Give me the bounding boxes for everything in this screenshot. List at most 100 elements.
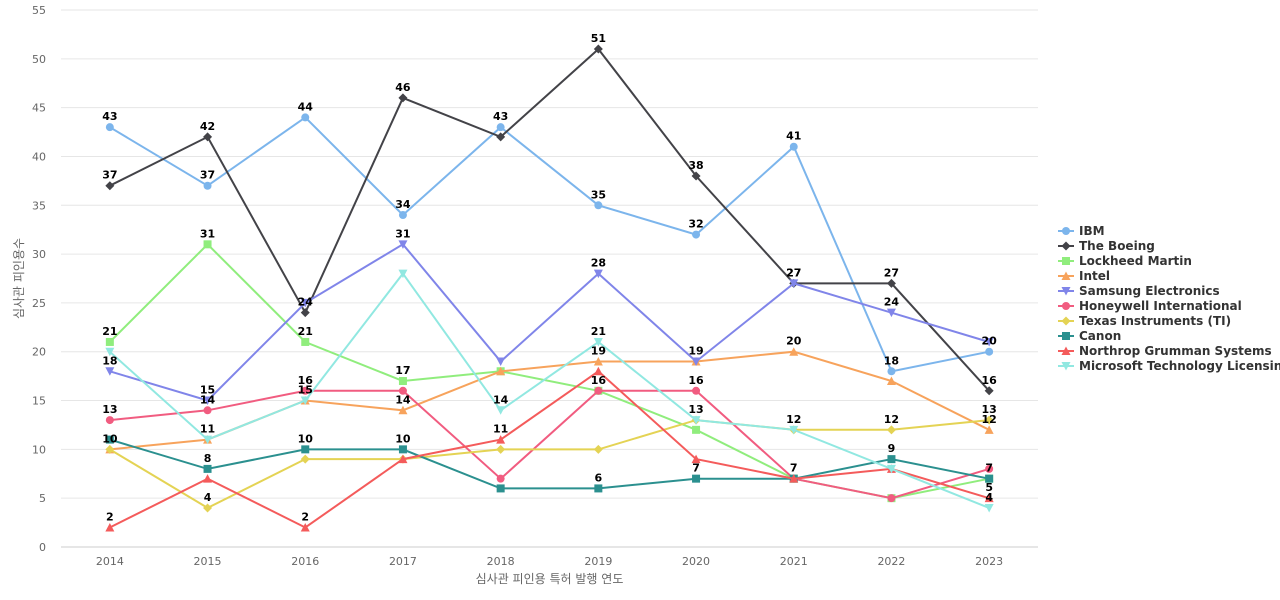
legend-label-microsoft-technology-licensing: Microsoft Technology Licensing	[1079, 359, 1280, 373]
data-point-canon	[985, 474, 994, 483]
data-point-northrop-grumman-systems	[398, 454, 408, 464]
data-label-intel: 10	[102, 432, 118, 445]
data-label-northrop-grumman-systems: 2	[106, 510, 114, 523]
legend-item-the-boeing[interactable]: The Boeing	[1058, 239, 1155, 253]
data-label-samsung-electronics: 15	[200, 384, 215, 397]
y-tick-label: 55	[32, 4, 46, 17]
data-label-intel: 15	[298, 384, 313, 397]
data-point-ibm	[789, 142, 798, 151]
data-point-northrop-grumman-systems	[691, 454, 701, 464]
data-point-honeywell-international	[887, 494, 896, 503]
series-line-texas-instruments-ti	[109, 419, 990, 510]
legend-item-ibm[interactable]: IBM	[1058, 224, 1105, 238]
data-label-canon: 8	[204, 452, 212, 465]
data-point-northrop-grumman-systems	[300, 522, 310, 532]
data-label-texas-instruments-ti: 13	[981, 403, 996, 416]
data-point-lockheed-martin	[203, 240, 212, 249]
data-point-the-boeing	[984, 386, 994, 396]
data-label-the-boeing: 42	[200, 120, 215, 133]
legend-label-honeywell-international: Honeywell International	[1079, 299, 1242, 313]
legend-item-honeywell-international[interactable]: Honeywell International	[1058, 299, 1242, 313]
data-point-microsoft-technology-licensing	[398, 269, 408, 279]
data-label-intel: 14	[395, 393, 411, 406]
x-tick-label: 2021	[780, 555, 808, 568]
legend-item-intel[interactable]: Intel	[1058, 269, 1110, 283]
data-label-canon: 10	[395, 432, 411, 445]
x-tick-label: 2016	[291, 555, 319, 568]
data-label-lockheed-martin: 17	[395, 364, 410, 377]
data-point-northrop-grumman-systems	[203, 474, 213, 483]
series-samsung-electronics	[105, 240, 994, 406]
data-label-honeywell-international: 16	[591, 374, 607, 387]
data-point-ibm	[301, 113, 310, 122]
data-point-the-boeing	[203, 132, 213, 142]
legend-marker-northrop-grumman-systems	[1061, 346, 1071, 355]
data-point-samsung-electronics	[105, 367, 115, 376]
series-the-boeing	[105, 44, 994, 396]
legend-item-northrop-grumman-systems[interactable]: Northrop Grumman Systems	[1058, 344, 1272, 358]
y-tick-label: 25	[32, 297, 46, 310]
x-tick-label: 2015	[194, 555, 222, 568]
data-point-ibm	[398, 211, 407, 220]
data-label-texas-instruments-ti: 12	[786, 413, 801, 426]
data-point-texas-instruments-ti	[984, 415, 994, 425]
data-point-canon	[692, 474, 701, 483]
data-point-lockheed-martin	[692, 425, 701, 434]
data-label-ibm: 41	[786, 130, 801, 143]
data-point-canon	[887, 455, 896, 464]
data-point-intel	[984, 425, 994, 434]
legend-marker-canon	[1062, 332, 1070, 340]
x-tick-label: 2014	[96, 555, 124, 568]
data-point-intel	[886, 376, 896, 386]
data-label-ibm: 20	[981, 335, 997, 348]
data-label-canon: 10	[298, 432, 314, 445]
data-point-microsoft-technology-licensing	[691, 416, 701, 425]
x-tick-label: 2022	[877, 555, 905, 568]
data-label-the-boeing: 46	[395, 81, 411, 94]
legend-item-texas-instruments-ti[interactable]: Texas Instruments (TI)	[1058, 314, 1231, 328]
series-microsoft-technology-licensing	[105, 269, 994, 513]
legend-label-the-boeing: The Boeing	[1079, 239, 1155, 253]
x-axis-ticks: 2014 2015 2016 2017 2018 2019 2020 2021 2022 2023	[96, 555, 1003, 568]
data-point-texas-instruments-ti	[886, 425, 896, 435]
legend-item-samsung-electronics[interactable]: Samsung Electronics	[1058, 284, 1220, 298]
data-point-the-boeing	[886, 278, 896, 288]
data-point-microsoft-technology-licensing	[300, 396, 310, 406]
data-label-ibm: 18	[884, 354, 899, 367]
legend-item-lockheed-martin[interactable]: Lockheed Martin	[1058, 254, 1192, 268]
data-label-ibm: 32	[688, 218, 703, 231]
data-label-honeywell-international: 13	[102, 403, 117, 416]
data-point-honeywell-international	[594, 386, 603, 395]
y-tick-label: 20	[32, 346, 46, 359]
legend-label-canon: Canon	[1079, 329, 1121, 343]
data-label-samsung-electronics: 31	[395, 227, 410, 240]
legend-label-northrop-grumman-systems: Northrop Grumman Systems	[1079, 344, 1272, 358]
data-point-the-boeing	[593, 44, 603, 54]
data-point-canon	[496, 484, 505, 493]
data-label-ibm: 34	[395, 198, 411, 211]
data-label-honeywell-international: 16	[688, 374, 704, 387]
data-point-northrop-grumman-systems	[496, 435, 506, 444]
data-point-microsoft-technology-licensing	[984, 503, 994, 513]
data-label-the-boeing: 38	[688, 159, 703, 172]
data-label-samsung-electronics: 28	[591, 257, 606, 270]
series-line-northrop-grumman-systems	[109, 370, 990, 529]
data-label-samsung-electronics: 27	[786, 266, 801, 279]
data-label-honeywell-international: 14	[200, 393, 216, 406]
data-label-samsung-electronics: 18	[102, 354, 117, 367]
data-label-intel: 20	[786, 335, 802, 348]
legend-item-microsoft-technology-licensing[interactable]: Microsoft Technology Licensing	[1058, 359, 1280, 373]
data-label-texas-instruments-ti: 4	[204, 491, 212, 504]
data-point-microsoft-technology-licensing	[886, 464, 896, 474]
legend-item-canon[interactable]: Canon	[1058, 329, 1121, 343]
data-point-microsoft-technology-licensing	[105, 347, 115, 357]
data-label-the-boeing: 37	[102, 169, 117, 182]
series-ibm	[105, 113, 994, 376]
data-point-honeywell-international	[398, 386, 407, 395]
y-axis-title: 심사관 피인용수	[12, 238, 26, 319]
series-line-microsoft-technology-licensing	[109, 271, 990, 509]
data-point-texas-instruments-ti	[496, 444, 506, 454]
data-label-lockheed-martin: 21	[298, 325, 313, 338]
